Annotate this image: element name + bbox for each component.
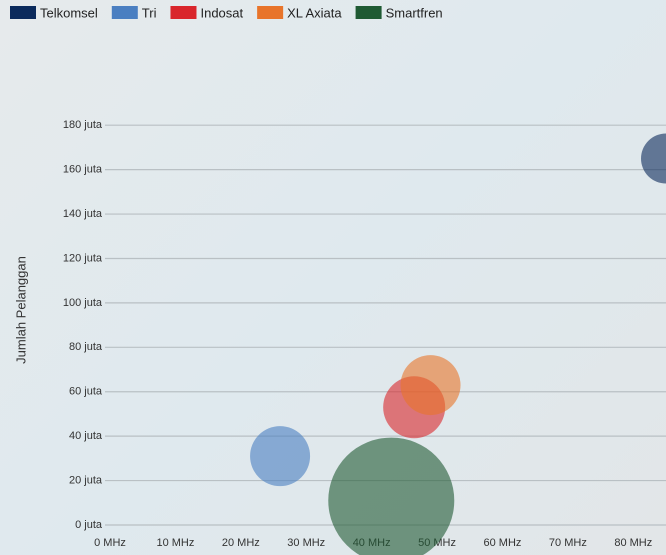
legend-swatch: [111, 6, 138, 19]
legend-swatch: [10, 6, 36, 19]
y-tick-label: 0 juta: [75, 519, 103, 531]
x-tick-label: 10 MHz: [156, 537, 194, 549]
x-tick-label: 60 MHz: [484, 537, 522, 549]
legend-label: Smartfren: [386, 5, 443, 20]
x-tick-label: 30 MHz: [287, 537, 325, 549]
y-tick-label: 80 juta: [69, 341, 103, 353]
bubble: [250, 426, 311, 487]
y-axis-label: Jumlah Pelanggan: [13, 256, 28, 364]
bubble: [641, 133, 666, 184]
bubble: [400, 355, 461, 416]
y-tick-label: 20 juta: [69, 474, 103, 486]
legend-swatch: [257, 6, 284, 19]
y-tick-label: 40 juta: [69, 430, 103, 442]
y-tick-label: 120 juta: [63, 252, 103, 264]
legend: Telkomsel Tri Indosat XL Axiata Smartfren: [10, 5, 443, 20]
legend-label: Tri: [142, 5, 157, 20]
legend-label: XL Axiata: [287, 5, 342, 20]
x-tick-label: 20 MHz: [222, 537, 260, 549]
bubbles: [250, 133, 666, 555]
y-tick-label: 100 juta: [63, 297, 103, 309]
y-tick-label: 180 juta: [63, 119, 103, 131]
y-tick-label: 140 juta: [63, 208, 103, 220]
legend-swatch: [170, 6, 197, 19]
legend-swatch: [355, 6, 382, 19]
bubble: [328, 437, 455, 555]
x-tick-label: 0 MHz: [94, 537, 126, 549]
y-tick-label: 160 juta: [63, 164, 103, 176]
legend-label: Indosat: [200, 5, 243, 20]
y-tick-label: 60 juta: [69, 386, 103, 398]
x-tick-label: 70 MHz: [549, 537, 587, 549]
legend-label: Telkomsel: [40, 5, 98, 20]
grid: 0 juta 20 juta 40 juta 60 juta 80 juta 100 ju…: [63, 119, 666, 549]
x-tick-label: 80 MHz: [614, 537, 652, 549]
